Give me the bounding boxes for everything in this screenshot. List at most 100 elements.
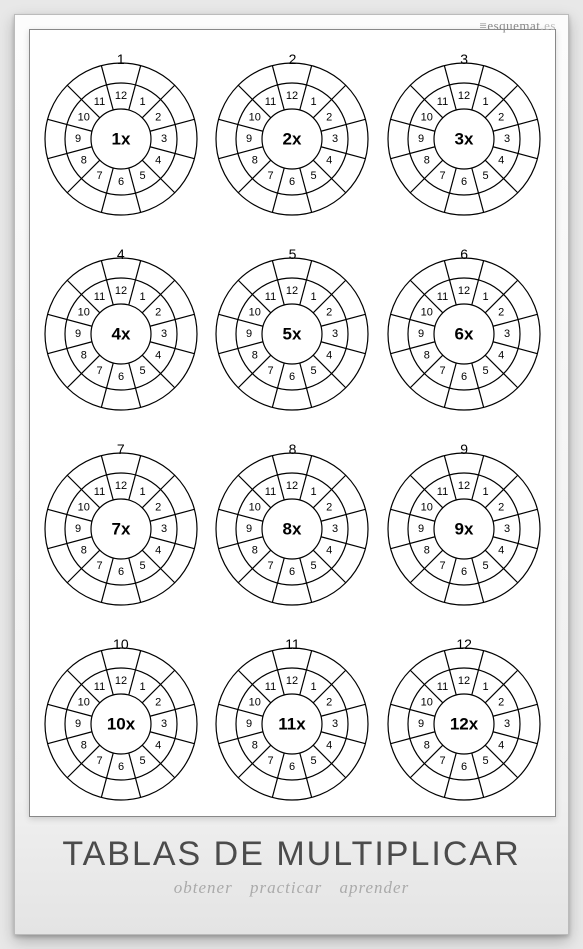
wheel-inner-number: 9: [75, 523, 81, 535]
wheel-inner-number: 2: [498, 501, 504, 513]
multiplication-wheel: 1112123456789101111x: [212, 626, 372, 806]
wheel-inner-number: 2: [327, 696, 333, 708]
multiplication-wheel: 31212345678910113x: [384, 41, 544, 221]
wheel-inner-number: 9: [418, 523, 424, 535]
wheel-inner-number: 11: [437, 485, 448, 497]
wheel-inner-number: 6: [118, 371, 124, 383]
subtitle-word: aprender: [340, 878, 410, 897]
wheel-inner-number: 4: [327, 349, 333, 361]
wheel-inner-number: 4: [498, 349, 504, 361]
wheel-center-label: 1x: [111, 129, 130, 148]
wheel-inner-number: 3: [504, 133, 510, 145]
wheel-center-label: 12x: [450, 714, 479, 733]
brand-name: esquemat: [487, 18, 540, 33]
wheel-inner-number: 1: [311, 485, 317, 497]
wheel-inner-number: 11: [265, 485, 276, 497]
multiplication-wheel: 51212345678910115x: [212, 236, 372, 416]
wheel-inner-number: 8: [81, 349, 87, 361]
wheel-inner-number: 2: [327, 501, 333, 513]
wheel-inner-number: 9: [246, 523, 252, 535]
wheel-inner-number: 8: [252, 739, 258, 751]
wheel-inner-number: 4: [327, 739, 333, 751]
wheel-inner-number: 5: [311, 170, 317, 182]
wheel-svg: 1212345678910119x: [384, 449, 544, 609]
wheel-top-number: 8: [289, 441, 297, 457]
wheel-inner-number: 1: [311, 680, 317, 692]
multiplication-wheel: 41212345678910114x: [41, 236, 201, 416]
wheel-inner-number: 2: [498, 306, 504, 318]
wheel-center-label: 11x: [279, 714, 307, 733]
wheel-top-number: 3: [460, 51, 468, 67]
wheel-inner-number: 11: [437, 95, 448, 107]
wheel-inner-number: 12: [286, 285, 298, 297]
wheel-svg: 1212345678910112x: [212, 59, 372, 219]
wheel-inner-number: 4: [155, 739, 161, 751]
wheel-inner-number: 1: [483, 485, 489, 497]
wheel-inner-number: 7: [440, 170, 446, 182]
wheel-svg: 1212345678910116x: [384, 254, 544, 414]
wheel-inner-number: 5: [483, 170, 489, 182]
multiplication-wheel: 21212345678910112x: [212, 41, 372, 221]
wheel-inner-number: 6: [461, 761, 467, 773]
wheel-inner-number: 3: [332, 718, 338, 730]
wheel-inner-number: 1: [139, 290, 145, 302]
wheel-inner-number: 9: [246, 328, 252, 340]
wheel-inner-number: 4: [155, 349, 161, 361]
wheel-top-number: 2: [289, 51, 297, 67]
wheel-inner-number: 9: [246, 133, 252, 145]
wheel-top-number: 7: [117, 441, 125, 457]
wheel-inner-number: 12: [286, 90, 298, 102]
wheel-inner-number: 7: [96, 755, 102, 767]
multiplication-wheel: 11212345678910111x: [41, 41, 201, 221]
wheel-inner-number: 11: [437, 290, 448, 302]
wheel-center-label: 5x: [283, 324, 302, 343]
wheel-inner-number: 2: [498, 696, 504, 708]
wheel-inner-number: 8: [81, 154, 87, 166]
wheel-inner-number: 10: [421, 501, 433, 513]
wheel-inner-number: 1: [311, 290, 317, 302]
wheel-inner-number: 10: [249, 306, 261, 318]
subtitle-word: obtener: [174, 878, 233, 897]
wheel-inner-number: 4: [498, 544, 504, 556]
wheel-inner-number: 6: [289, 761, 295, 773]
wheel-inner-number: 4: [327, 154, 333, 166]
wheel-inner-number: 11: [94, 290, 105, 302]
wheel-inner-number: 12: [286, 480, 298, 492]
multiplication-wheel: 61212345678910116x: [384, 236, 544, 416]
wheel-inner-number: 7: [96, 365, 102, 377]
wheel-inner-number: 3: [332, 328, 338, 340]
wheel-center-label: 7x: [111, 519, 130, 538]
wheel-inner-number: 5: [483, 560, 489, 572]
wheel-inner-number: 9: [75, 133, 81, 145]
wheel-inner-number: 12: [115, 480, 127, 492]
wheel-inner-number: 3: [161, 133, 167, 145]
wheel-inner-number: 11: [437, 680, 448, 692]
wheel-inner-number: 10: [421, 306, 433, 318]
wheel-inner-number: 6: [289, 176, 295, 188]
wheel-inner-number: 10: [249, 696, 261, 708]
wheel-inner-number: 5: [483, 365, 489, 377]
wheel-inner-number: 7: [440, 365, 446, 377]
wheel-inner-number: 6: [461, 566, 467, 578]
wheel-center-label: 2x: [283, 129, 302, 148]
wheel-inner-number: 10: [77, 696, 89, 708]
wheel-inner-number: 4: [327, 544, 333, 556]
brand-mark: ≡esquemat.es: [479, 18, 556, 34]
wheel-inner-number: 6: [289, 371, 295, 383]
wheel-inner-number: 7: [96, 560, 102, 572]
wheel-inner-number: 8: [252, 154, 258, 166]
wheel-inner-number: 4: [498, 154, 504, 166]
wheel-top-number: 6: [460, 246, 468, 262]
wheel-inner-number: 1: [311, 95, 317, 107]
footer: TABLAS DE MULTIPLICAR obtener practicar …: [29, 817, 554, 898]
multiplication-wheel: 71212345678910117x: [41, 431, 201, 611]
wheel-top-number: 5: [289, 246, 297, 262]
worksheet-sheet: 11212345678910111x21212345678910112x3121…: [29, 29, 556, 817]
wheel-inner-number: 2: [498, 111, 504, 123]
wheel-inner-number: 12: [458, 285, 470, 297]
wheel-inner-number: 3: [161, 523, 167, 535]
wheel-inner-number: 8: [81, 739, 87, 751]
multiplication-wheel: 1212123456789101112x: [384, 626, 544, 806]
brand-tld: .es: [540, 18, 556, 33]
wheel-inner-number: 6: [118, 566, 124, 578]
